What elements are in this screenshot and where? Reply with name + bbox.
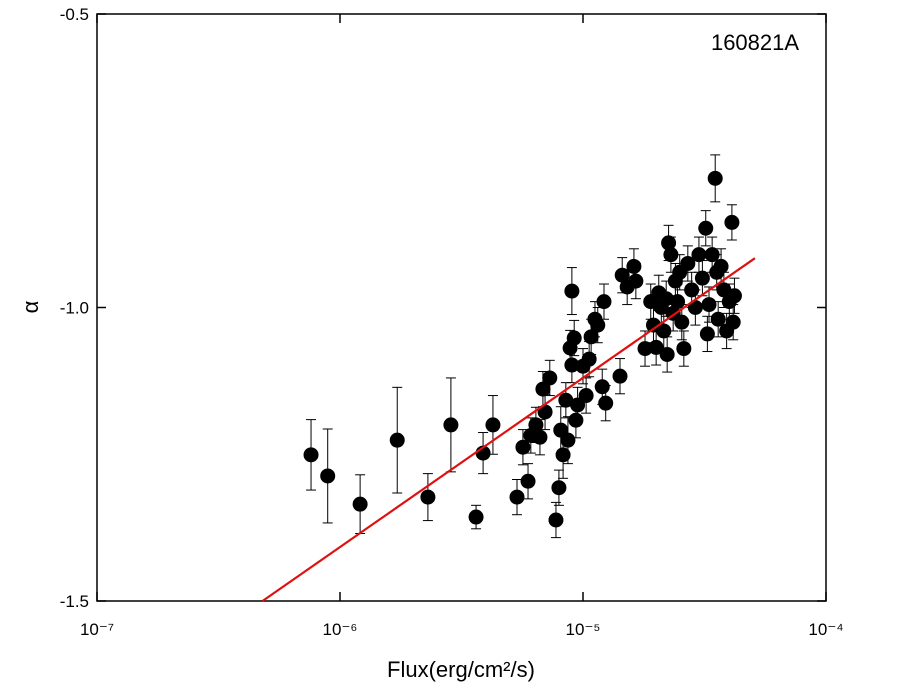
point [594, 379, 610, 395]
x-axis-label: Flux(erg/cm²/s) [387, 657, 535, 682]
point [659, 346, 675, 362]
point [726, 288, 742, 304]
x-tick-label: 10⁻⁷ [80, 620, 114, 639]
point [691, 247, 707, 263]
point [676, 341, 692, 357]
point [680, 255, 696, 271]
point [612, 368, 628, 384]
point [590, 317, 606, 333]
point [614, 267, 630, 283]
point [564, 357, 580, 373]
point [687, 300, 703, 315]
x-tick-label: 10⁻⁵ [566, 620, 601, 639]
point [532, 429, 548, 445]
point [663, 247, 679, 263]
y-tick-label: -1.5 [60, 592, 89, 611]
point [568, 412, 584, 428]
point [626, 258, 642, 274]
point [485, 417, 501, 433]
point [520, 473, 536, 489]
point [698, 220, 714, 236]
point [578, 388, 594, 404]
point [661, 235, 677, 251]
x-tick-label: 10⁻⁶ [323, 620, 358, 639]
point [558, 392, 574, 408]
point [658, 291, 674, 307]
point [443, 417, 459, 433]
point [648, 339, 664, 355]
point [548, 512, 564, 528]
y-axis-label: α [18, 300, 43, 313]
point [699, 326, 715, 342]
point [694, 270, 710, 286]
point [420, 489, 436, 505]
annotation: 160821A [711, 30, 799, 55]
point [628, 273, 644, 289]
point [352, 496, 368, 512]
point [724, 214, 740, 230]
point [542, 370, 558, 386]
point [725, 314, 741, 330]
point [560, 432, 576, 448]
point [468, 509, 484, 525]
point [656, 323, 672, 339]
point [637, 341, 653, 357]
point [555, 447, 571, 463]
y-tick-label: -0.5 [60, 5, 89, 24]
point [509, 489, 525, 505]
point [670, 294, 686, 310]
point [713, 258, 729, 274]
point [581, 351, 597, 367]
point [566, 330, 582, 346]
point [515, 439, 531, 455]
point [596, 294, 612, 310]
point [303, 447, 319, 463]
point [551, 480, 567, 496]
point [535, 381, 551, 397]
point [707, 170, 723, 186]
plot-frame [96, 13, 827, 602]
point [320, 468, 336, 484]
point [710, 311, 726, 327]
point [389, 432, 405, 448]
point [598, 395, 614, 411]
point [564, 283, 580, 299]
point [701, 297, 717, 313]
y-tick-label: -1.0 [60, 299, 89, 318]
point [674, 314, 690, 330]
x-tick-label: 10⁻⁴ [808, 620, 843, 639]
fit-line [261, 257, 756, 602]
